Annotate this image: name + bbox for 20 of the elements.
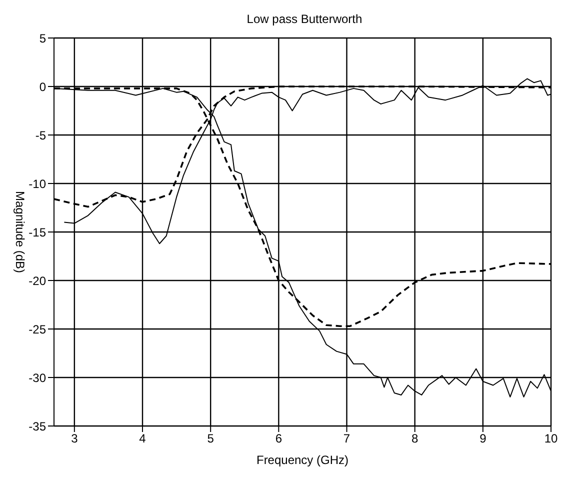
x-tick-label: 8	[411, 432, 418, 446]
y-tick-label: -15	[28, 225, 46, 240]
y-tick-label: 0	[39, 80, 46, 94]
x-tick-label: 7	[343, 432, 350, 446]
y-tick-label: -20	[28, 274, 46, 288]
x-tick-label: 4	[139, 432, 146, 446]
x-tick-label: 10	[544, 432, 558, 446]
y-tick-label: -5	[35, 128, 46, 142]
y-tick-label: -35	[28, 419, 46, 434]
x-tick-label: 3	[71, 432, 78, 446]
chart-title: Low pass Butterworth	[246, 11, 364, 28]
x-axis-title: Frequency (GHz)	[256, 453, 349, 467]
y-axis-title: Magnitude (dB)	[12, 190, 27, 274]
y-tick-label: 5	[39, 31, 46, 46]
y-tick-label: -30	[28, 370, 46, 385]
x-tick-label: 6	[275, 432, 282, 446]
x-tick-label: 9	[480, 432, 487, 446]
y-tick-label: -25	[28, 322, 46, 336]
x-tick-label: 5	[207, 432, 214, 446]
y-tick-label: -10	[28, 176, 46, 191]
